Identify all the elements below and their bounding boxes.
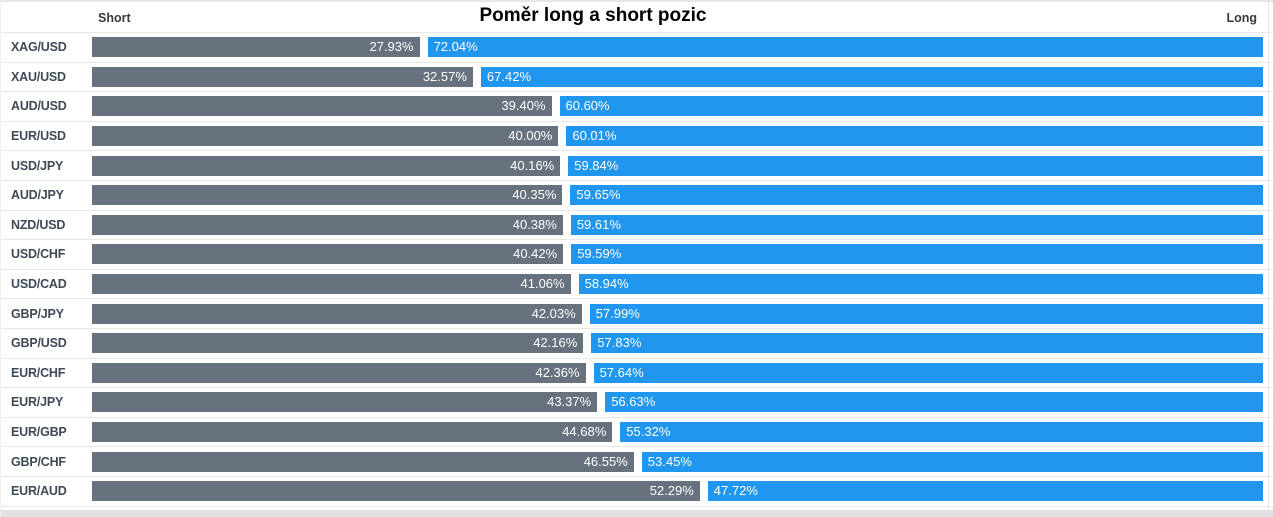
pair-label: AUD/JPY [11, 188, 64, 203]
pair-label: AUD/USD [11, 99, 67, 114]
pair-label: EUR/USD [11, 129, 66, 144]
chart-row: GBP/JPY 42.03% 57.99% [1, 298, 1273, 328]
long-bar: 53.45% [641, 451, 1263, 472]
short-bar: 52.29% [92, 481, 700, 502]
long-bar: 59.59% [571, 244, 1263, 265]
short-bar: 43.37% [92, 392, 598, 413]
bar-group: 41.06% 58.94% [92, 274, 1263, 295]
pair-label: GBP/CHF [11, 454, 66, 469]
long-column-header: Long [1226, 11, 1257, 25]
long-bar: 60.01% [566, 126, 1263, 147]
long-bar: 72.04% [427, 37, 1263, 58]
chart-row: USD/CAD 41.06% 58.94% [1, 268, 1273, 299]
bar-group: 40.00% 60.01% [92, 126, 1263, 147]
pair-label: USD/CHF [11, 247, 66, 262]
chart-row: XAU/USD 32.57% 67.42% [1, 61, 1273, 92]
pair-label: USD/JPY [11, 158, 64, 173]
short-bar: 42.03% [92, 303, 582, 324]
bar-group: 42.16% 57.83% [92, 333, 1263, 354]
short-column-header: Short [98, 11, 131, 25]
horizontal-scrollbar-track[interactable] [1, 510, 1273, 517]
bar-group: 40.35% 59.65% [92, 185, 1263, 206]
bar-rows: XAG/USD 27.93% 72.04% XAU/USD 32.57% 67.… [1, 32, 1273, 507]
pair-label: EUR/JPY [11, 395, 64, 410]
pair-label: GBP/USD [11, 336, 67, 351]
bar-group: 40.16% 59.84% [92, 155, 1263, 176]
chart-row: USD/CHF 40.42% 59.59% [1, 239, 1273, 269]
chart-row: EUR/CHF 42.36% 57.64% [1, 357, 1273, 388]
bar-group: 40.38% 59.61% [92, 214, 1264, 235]
chart-row: USD/JPY 40.16% 59.84% [1, 150, 1273, 180]
long-bar: 58.94% [578, 274, 1263, 295]
short-bar: 32.57% [92, 66, 473, 87]
chart-row: XAG/USD 27.93% 72.04% [1, 32, 1273, 62]
right-border-line [1268, 2, 1269, 517]
chart-row: GBP/USD 42.16% 57.83% [1, 327, 1273, 358]
chart-row: AUD/USD 39.40% 60.60% [1, 91, 1273, 121]
bar-group: 27.93% 72.04% [92, 37, 1263, 58]
bar-group: 43.37% 56.63% [92, 392, 1263, 413]
bar-group: 44.68% 55.32% [92, 422, 1263, 443]
bar-group: 42.36% 57.64% [92, 362, 1263, 383]
bar-group: 32.57% 67.42% [92, 66, 1263, 87]
short-bar: 40.16% [92, 155, 561, 176]
bar-group: 46.55% 53.45% [92, 451, 1263, 472]
short-bar: 40.00% [92, 126, 559, 147]
chart-row: NZD/USD 40.38% 59.61% [1, 209, 1273, 240]
chart-row: EUR/USD 40.00% 60.01% [1, 120, 1273, 151]
long-bar: 59.84% [568, 155, 1263, 176]
short-bar: 39.40% [92, 96, 552, 117]
pair-label: USD/CAD [11, 277, 67, 292]
short-bar: 46.55% [92, 451, 634, 472]
short-bar: 41.06% [92, 274, 571, 295]
pair-label: XAU/USD [11, 69, 66, 84]
pair-label: EUR/AUD [11, 484, 67, 499]
pair-label: EUR/CHF [11, 365, 66, 380]
short-bar: 27.93% [92, 37, 420, 58]
short-bar: 42.16% [92, 333, 584, 354]
chart-title: Poměr long a short pozic [479, 5, 707, 26]
long-bar: 57.99% [589, 303, 1263, 324]
chart-row: EUR/AUD 52.29% 47.72% [1, 475, 1273, 506]
short-bar: 40.38% [92, 214, 563, 235]
long-bar: 60.60% [559, 96, 1263, 117]
pair-label: NZD/USD [11, 217, 66, 232]
chart-row: EUR/JPY 43.37% 56.63% [1, 387, 1273, 417]
chart-row: EUR/GBP 44.68% 55.32% [1, 416, 1273, 447]
short-bar: 40.42% [92, 244, 564, 265]
long-bar: 57.83% [591, 333, 1263, 354]
short-bar: 42.36% [92, 362, 586, 383]
long-bar: 59.65% [570, 185, 1263, 206]
chart-row: GBP/CHF 46.55% 53.45% [1, 446, 1273, 476]
pair-label: EUR/GBP [11, 425, 67, 440]
pair-label: GBP/JPY [11, 306, 64, 321]
long-bar: 59.61% [570, 214, 1264, 235]
long-bar: 47.72% [707, 481, 1263, 502]
bar-group: 40.42% 59.59% [92, 244, 1263, 265]
short-bar: 40.35% [92, 185, 563, 206]
bar-group: 42.03% 57.99% [92, 303, 1263, 324]
long-bar: 57.64% [593, 362, 1263, 383]
long-bar: 55.32% [620, 422, 1263, 443]
long-bar: 67.42% [480, 66, 1263, 87]
chart-header: Short Poměr long a short pozic Long [1, 2, 1273, 32]
bar-group: 39.40% 60.60% [92, 96, 1263, 117]
long-bar: 56.63% [605, 392, 1263, 413]
bar-group: 52.29% 47.72% [92, 481, 1263, 502]
short-bar: 44.68% [92, 422, 613, 443]
chart-row: AUD/JPY 40.35% 59.65% [1, 179, 1273, 210]
pair-label: XAG/USD [11, 40, 67, 55]
